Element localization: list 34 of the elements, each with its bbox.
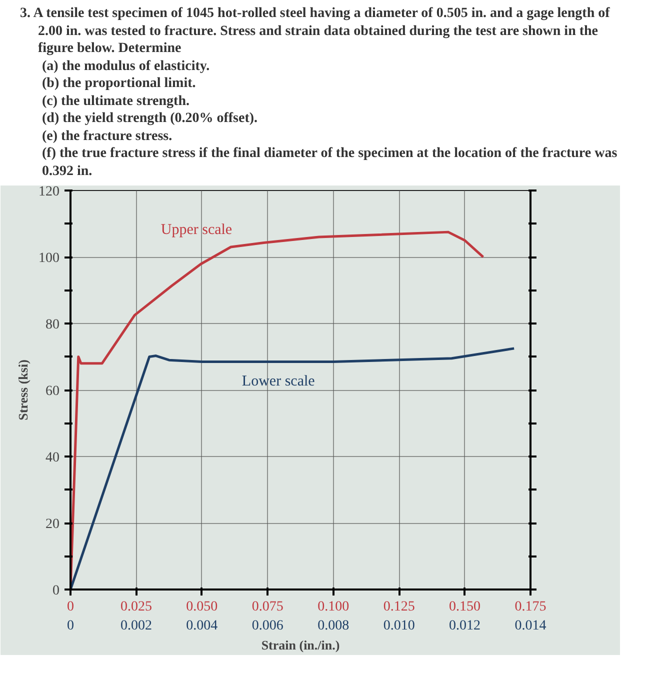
y-tick-label: 40 bbox=[46, 450, 60, 466]
y-axis-title: Stress (ksi) bbox=[16, 360, 30, 420]
x2-tick-label: 0.002 bbox=[120, 618, 152, 634]
x2-tick-label: 0.006 bbox=[252, 618, 284, 634]
x-axis-title: Strain (in./in.) bbox=[261, 638, 340, 652]
y-tick-label: 60 bbox=[46, 384, 60, 399]
y-tick-label: 120 bbox=[38, 184, 60, 200]
x-tick-label: 0.125 bbox=[383, 600, 415, 614]
x-tick-label: 0.025 bbox=[120, 600, 152, 614]
text: (a) the modulus of elasticity. bbox=[41, 58, 211, 75]
x-tick-label: 0.150 bbox=[449, 600, 481, 614]
y-tick-label: 20 bbox=[46, 517, 60, 532]
series-label: Lower scale bbox=[242, 374, 316, 390]
x2-tick-label: 0.008 bbox=[318, 618, 350, 634]
x-tick-label: 0.100 bbox=[318, 600, 350, 614]
x2-tick-label: 0.012 bbox=[449, 618, 481, 634]
x-tick-label: 0.175 bbox=[514, 600, 546, 614]
x-tick-label: 0.050 bbox=[186, 600, 218, 614]
y-tick-label: 100 bbox=[38, 251, 60, 266]
x-tick-label: 0 bbox=[67, 600, 74, 614]
text: (c) the ultimate strength. bbox=[41, 92, 190, 110]
y-tick-label: 0 bbox=[52, 584, 60, 598]
y-tick-label: 80 bbox=[46, 318, 60, 332]
x2-tick-label: 0.004 bbox=[186, 618, 218, 634]
text: (e) the fracture stress. bbox=[41, 128, 174, 145]
text: (d) the yield strength (0.20% offset). bbox=[41, 110, 259, 128]
text: (f) the true fracture stress if the final diameter of the specimen at the location of the fracture was 0.392 in. bbox=[41, 145, 618, 180]
x2-tick-label: 0 bbox=[67, 618, 74, 634]
x-tick-label: 0.075 bbox=[252, 600, 284, 614]
x2-tick-label: 0.010 bbox=[383, 618, 415, 634]
text: (b) the proportional limit. bbox=[41, 75, 197, 92]
x2-tick-label: 0.014 bbox=[514, 618, 546, 634]
series-label: Upper scale bbox=[160, 222, 232, 238]
chart-title: 3. A tensile test specimen of 1045 hot-rolled steel having a diameter of 0.505 in. and a gage length of 2.00 in. was tested to fracture. Stress and strain data obtained during the test are shown in the figure below. Determine bbox=[20, 5, 611, 58]
